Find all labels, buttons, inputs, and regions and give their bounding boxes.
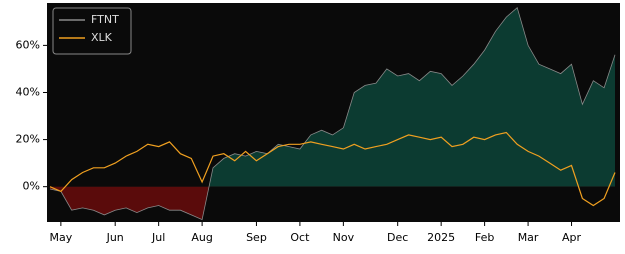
y-tick-label: 60%: [16, 38, 40, 51]
x-tick-label: Sep: [246, 231, 267, 244]
y-tick-label: 20%: [16, 133, 40, 146]
x-tick-label: Apr: [562, 231, 582, 244]
y-tick-label: 40%: [16, 85, 40, 98]
legend-label: XLK: [91, 31, 113, 44]
x-tick-label: Mar: [518, 231, 539, 244]
legend-label: FTNT: [91, 13, 119, 26]
x-tick-label: Jul: [151, 231, 165, 244]
y-tick-label: 0%: [23, 180, 40, 193]
area-positive: [50, 7, 615, 187]
x-tick-label: 2025: [427, 231, 455, 244]
series-line: [49, 131, 616, 207]
series-line: [49, 6, 616, 221]
x-tick-label: Jun: [106, 231, 124, 244]
x-tick-label: May: [49, 231, 72, 244]
x-tick-label: Aug: [191, 231, 212, 244]
x-tick-label: Oct: [290, 231, 310, 244]
x-tick-label: Feb: [475, 231, 494, 244]
area-negative: [50, 186, 210, 220]
x-tick-label: Dec: [387, 231, 408, 244]
x-tick-label: Nov: [333, 231, 355, 244]
